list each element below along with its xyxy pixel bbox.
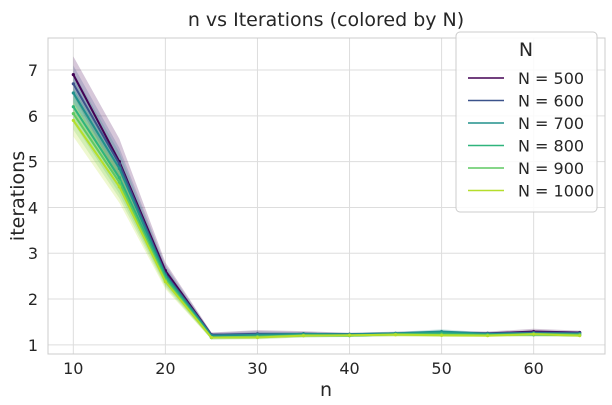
x-tick-label: 10	[63, 359, 83, 378]
data-point-series-3	[117, 176, 121, 180]
legend-label: N = 500	[518, 69, 584, 88]
data-point-series-5	[117, 185, 121, 189]
data-point-series-2	[71, 91, 75, 95]
legend-label: N = 1000	[518, 182, 594, 201]
data-point-series-1	[117, 162, 121, 166]
data-point-series-5	[255, 335, 260, 340]
data-point-series-5	[71, 118, 75, 123]
x-axis-label: n	[320, 379, 332, 401]
data-point-series-5	[439, 333, 444, 337]
data-point-series-4	[117, 180, 121, 184]
data-point-series-3	[71, 105, 75, 109]
legend-entries: N = 500 N = 600 N = 700 N = 800 N = 900 N = 1…	[468, 69, 594, 201]
y-axis-label: iterations	[7, 151, 29, 241]
data-point-series-5	[163, 280, 167, 284]
y-tick-labels: 1 2 3 4 5 6 7	[28, 61, 38, 355]
y-tick-label: 2	[28, 290, 38, 309]
data-point-series-0	[71, 73, 75, 77]
data-point-series-5	[347, 333, 352, 337]
x-tick-label: 50	[431, 359, 451, 378]
data-point-series-5	[393, 333, 398, 337]
x-tick-label: 30	[247, 359, 267, 378]
x-tick-label: 60	[523, 359, 543, 378]
y-tick-label: 7	[28, 61, 38, 80]
data-point-series-2	[117, 166, 121, 171]
legend-label: N = 700	[518, 114, 584, 133]
series-lines	[71, 73, 582, 340]
data-point-series-5	[532, 332, 536, 336]
line-series-5	[72, 119, 580, 339]
y-tick-label: 4	[28, 198, 38, 217]
data-point-series-5	[486, 334, 490, 338]
legend-label: N = 900	[518, 159, 584, 178]
data-point-series-5	[578, 334, 582, 338]
chart-title: n vs Iterations (colored by N)	[188, 9, 464, 31]
plot-frame	[47, 37, 606, 355]
x-tick-label: 40	[339, 359, 359, 378]
y-tick-label: 1	[28, 336, 38, 355]
y-tick-label: 6	[28, 107, 38, 126]
y-tick-label: 5	[28, 153, 38, 172]
legend-label: N = 800	[518, 137, 584, 156]
y-tick-label: 3	[28, 244, 38, 263]
legend-title: N	[519, 39, 533, 61]
legend-box	[455, 31, 598, 213]
data-point-series-5	[209, 335, 214, 340]
data-point-series-1	[71, 82, 75, 86]
data-point-series-4	[71, 111, 75, 116]
x-tick-label: 20	[155, 359, 175, 378]
data-point-series-5	[301, 334, 306, 338]
legend-label: N = 600	[518, 92, 584, 111]
x-tick-labels: 10 20 30 40 50 60	[63, 359, 544, 378]
